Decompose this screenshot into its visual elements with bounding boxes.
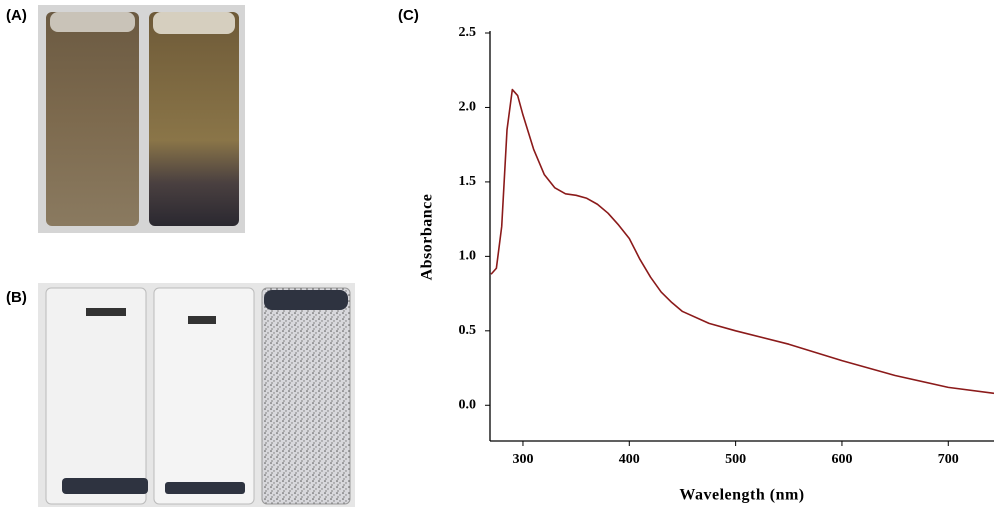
y-tick-label: 1.5 [459,174,477,189]
x-tick-label: 400 [619,452,640,467]
y-tick-label: 1.0 [459,249,477,264]
y-axis-title: Absorbance [419,194,436,281]
y-tick-label: 0.0 [459,397,477,412]
absorbance-line [490,88,994,395]
x-tick-label: 500 [725,452,746,467]
panel-label: (C) [398,7,419,24]
panel-label: (B) [6,289,27,306]
panel-label: (A) [6,7,27,24]
photo-b [38,283,355,507]
x-tick-label: 700 [938,452,959,467]
photo-a [38,5,245,233]
y-tick-label: 0.5 [459,323,477,338]
y-tick-label: 2.0 [459,100,477,115]
x-tick-label: 300 [512,452,533,467]
x-axis-title: Wavelength (nm) [679,487,804,504]
y-tick-label: 2.5 [459,25,477,40]
x-tick-label: 600 [831,452,852,467]
